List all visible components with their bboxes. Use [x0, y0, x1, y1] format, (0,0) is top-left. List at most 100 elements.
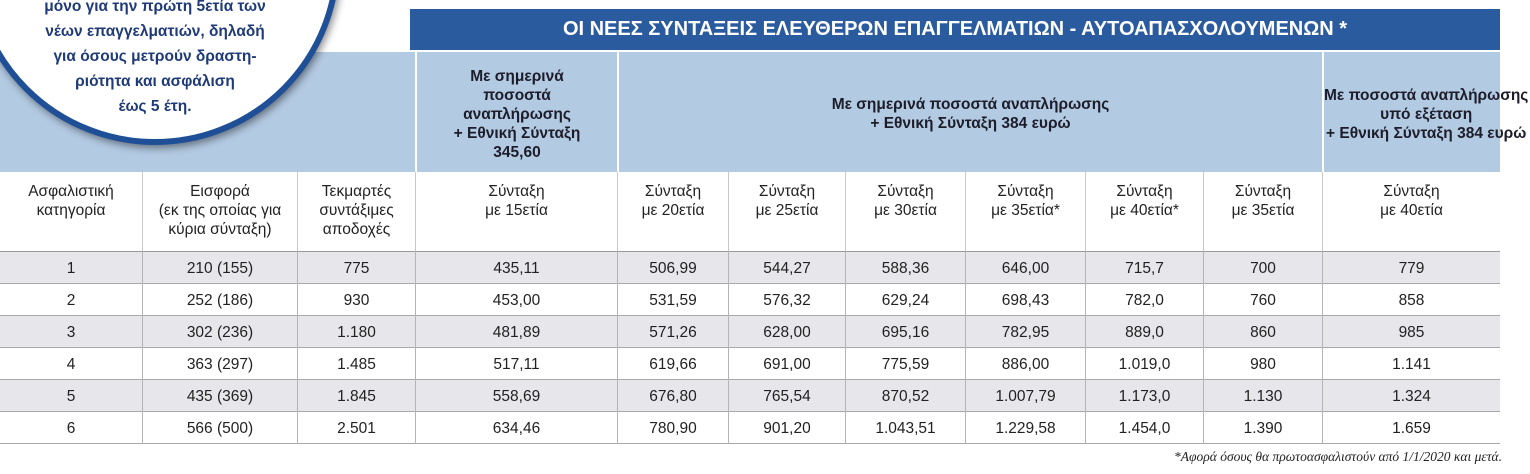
table-cell: 930 [297, 284, 415, 316]
text-line: Σύνταξη [488, 183, 545, 200]
column-header: Σύνταξη με 40ετία [1322, 172, 1500, 252]
text-line: αποδοχές [322, 221, 391, 238]
table-cell: 517,11 [415, 348, 617, 380]
table-cell: 566 (500) [142, 412, 297, 444]
group-header: Με σημερινά ποσοστά αναπλήρωσης + Εθνική Σύ… [415, 52, 617, 172]
text-line: Ασφαλιστική [28, 183, 114, 200]
text-line: Με σημερινά [470, 67, 564, 85]
text-line: (εκ της οποίας για [158, 202, 282, 219]
text-line: με 25ετία [755, 202, 819, 219]
text-line: με 35ετία [1231, 202, 1295, 219]
text-line: Σύνταξη [758, 183, 816, 200]
text-line: + Εθνική Σύνταξη [453, 124, 581, 142]
callout-text: μόνο για την πρώτη 5ετία των νέων επαγγελ… [0, 0, 310, 119]
column-header: Τεκμαρτές συντάξιμες αποδοχές [297, 172, 415, 252]
group-header: Με ποσοστά αναπλήρωσης υπό εξέταση + Εθνικ… [1322, 52, 1528, 172]
text-line: με 35ετία* [991, 202, 1060, 219]
table-cell: 779 [1322, 252, 1500, 284]
table-cell: 506,99 [617, 252, 728, 284]
table-cell: 435,11 [415, 252, 617, 284]
table-cell: 782,0 [1085, 284, 1203, 316]
table-cell: 4 [66, 355, 76, 373]
table-cell: 698,43 [965, 284, 1085, 316]
table-cell: 1.454,0 [1085, 412, 1203, 444]
table-cell: 1.019,0 [1085, 348, 1203, 380]
table-cell: 629,24 [845, 284, 965, 316]
text-line: + Εθνική Σύνταξη 384 ευρώ [1326, 124, 1527, 142]
title: ΟΙ ΝΕΕΣ ΣΥΝΤΑΞΕΙΣ ΕΛΕΥΘΕΡΩΝ ΕΠΑΓΓΕΛΜΑΤΙΩ… [410, 9, 1500, 50]
table-cell: 5 [66, 387, 76, 405]
table-cell: 775,59 [845, 348, 965, 380]
text-line: 345,60 [493, 143, 541, 161]
text-line: Σύνταξη [1116, 183, 1173, 200]
text-line: για όσους μετρούν δραστη- [53, 48, 257, 65]
table-cell: 1.845 [297, 380, 415, 412]
column-header: Σύνταξη με 25ετία [728, 172, 845, 252]
column-header: Ασφαλιστική κατηγορία [0, 172, 142, 252]
table-cell: 1.324 [1322, 380, 1500, 412]
text-line: έως 5 έτη. [118, 98, 192, 115]
column-header: Σύνταξη με 35ετία [1203, 172, 1322, 252]
text-line: με 20ετία [641, 202, 705, 219]
table-cell: 210 (155) [142, 252, 297, 284]
text-line: κύρια σύνταξη) [168, 221, 272, 238]
table-cell: 782,95 [965, 316, 1085, 348]
table-cell: 1.180 [297, 316, 415, 348]
table-cell: 1.229,58 [965, 412, 1085, 444]
table-cell: 780,90 [617, 412, 728, 444]
text-line: μόνο για την πρώτη 5ετία των [44, 0, 266, 15]
text-line: Σύνταξη [644, 183, 702, 200]
table-cell: 1.043,51 [845, 412, 965, 444]
row-background [0, 284, 1500, 316]
table-cell: 1.659 [1322, 412, 1500, 444]
table-cell: 901,20 [728, 412, 845, 444]
column-header: Σύνταξη με 30ετία [845, 172, 965, 252]
text-line: με 15ετία [485, 202, 548, 219]
text-line: Σύνταξη [1234, 183, 1292, 200]
table-cell: 765,54 [728, 380, 845, 412]
text-line: με 40ετία [1380, 202, 1443, 219]
table-cell: 1.390 [1203, 412, 1322, 444]
table-cell: 481,89 [415, 316, 617, 348]
text-line: με 40ετία* [1110, 202, 1179, 219]
table-cell: 576,32 [728, 284, 845, 316]
table-cell: 676,80 [617, 380, 728, 412]
table-cell: 571,26 [617, 316, 728, 348]
table-cell: 619,66 [617, 348, 728, 380]
table-cell: 691,00 [728, 348, 845, 380]
table-cell: 453,00 [415, 284, 617, 316]
table-cell: 363 (297) [142, 348, 297, 380]
row-background [0, 412, 1500, 444]
table-cell: 1.141 [1322, 348, 1500, 380]
text-line: αναπλήρωσης [463, 105, 571, 123]
text-line: υπό εξέταση [1380, 105, 1473, 123]
table-cell: 646,00 [965, 252, 1085, 284]
row-background [0, 316, 1500, 348]
table-cell: 980 [1203, 348, 1322, 380]
table-cell: 6 [66, 419, 76, 437]
row-background [0, 252, 1500, 284]
text-line: νέων επαγγελματιών, δηλαδή [45, 23, 265, 40]
table-cell: 889,0 [1085, 316, 1203, 348]
table-cell: 700 [1203, 252, 1322, 284]
table-cell: 558,69 [415, 380, 617, 412]
text-line: Με σημερινά ποσοστά αναπλήρωσης [831, 96, 1110, 113]
table-cell: 1.485 [297, 348, 415, 380]
table-cell: 1.130 [1203, 380, 1322, 412]
text-line: ποσοστά [483, 86, 551, 104]
row-background [0, 380, 1500, 412]
text-line: + Εθνική Σύνταξη 384 ευρώ [870, 115, 1071, 132]
table-cell: 531,59 [617, 284, 728, 316]
table-cell: 3 [66, 323, 76, 341]
table-cell: 760 [1203, 284, 1322, 316]
text-line: κατηγορία [36, 202, 106, 219]
table-cell: 858 [1322, 284, 1500, 316]
table-cell: 1.007,79 [965, 380, 1085, 412]
table-cell: 1.173,0 [1085, 380, 1203, 412]
row-background [0, 348, 1500, 380]
table-cell: 588,36 [845, 252, 965, 284]
table-cell: 695,16 [845, 316, 965, 348]
text-line: Σύνταξη [1383, 183, 1440, 200]
table-cell: 252 (186) [142, 284, 297, 316]
